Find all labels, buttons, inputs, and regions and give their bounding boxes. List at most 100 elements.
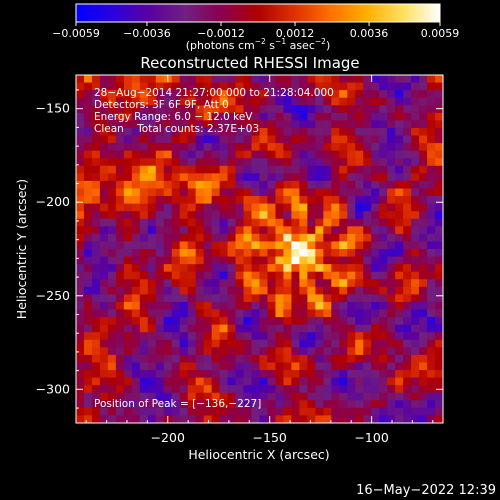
heatmap-cell [163,256,173,265]
heatmap-cell [379,135,388,144]
heatmap-cell [371,180,380,189]
heatmap-cell [403,279,412,288]
heatmap-cell [76,241,85,250]
heatmap-cell [107,347,117,356]
heatmap-cell [371,211,380,220]
heatmap-cell [83,407,93,416]
heatmap-cell [419,286,428,295]
heatmap-cell [179,105,189,114]
heatmap-cell [243,233,252,242]
heatmap-cell [419,332,428,341]
heatmap-cell [283,188,292,197]
heatmap-cell [107,286,117,295]
heatmap-cell [427,233,436,242]
heatmap-cell [403,400,412,409]
heatmap-cell [155,324,165,333]
heatmap-cell [219,362,228,371]
heatmap-cell [339,392,348,401]
heatmap-cell [379,233,388,242]
heatmap-cell [91,324,101,333]
heatmap-cell [371,226,380,235]
heatmap-cell [355,332,364,341]
heatmap-cell [91,188,101,197]
heatmap-cell [275,294,284,303]
heatmap-cell [123,407,133,416]
heatmap-cell [147,301,157,310]
heatmap-cell [219,226,228,235]
heatmap-cell [99,415,109,423]
heatmap-cell [315,249,324,257]
heatmap-cell [267,180,276,189]
heatmap-cell [379,112,388,121]
heatmap-cell [275,211,284,220]
heatmap-cell [131,203,141,212]
heatmap-cell [83,286,93,295]
heatmap-cell [371,339,380,348]
heatmap-cell [339,165,348,174]
heatmap-cell [259,120,268,129]
heatmap-cell [323,211,332,220]
heatmap-cell [299,127,308,136]
heatmap-cell [147,264,157,273]
heatmap-cell [163,105,173,114]
heatmap-cell [371,150,380,159]
heatmap-cell [283,286,292,295]
heatmap-cell [91,400,101,409]
heatmap-cell [307,105,316,114]
heatmap-cell [219,135,228,144]
heatmap-cell [267,135,276,144]
heatmap-cell [275,112,284,121]
heatmap-cell [363,97,372,106]
heatmap-cell [211,127,221,136]
heatmap-cell [203,203,213,212]
heatmap-cell [387,75,396,83]
heatmap-cell [171,218,181,227]
heatmap-cell [259,324,268,333]
heatmap-cell [323,377,332,386]
heatmap-cell [155,218,165,227]
heatmap-cell [139,105,149,114]
heatmap-cell [387,400,396,409]
heatmap-cell [131,158,141,167]
heatmap-cell [187,150,197,159]
heatmap-cell [139,90,149,99]
heatmap-cell [323,385,332,394]
heatmap-cell [227,188,236,197]
heatmap-cell [123,339,133,348]
heatmap-cell [179,370,189,379]
heatmap-cell [139,150,149,159]
heatmap-cell [99,407,109,416]
heatmap-cell [355,279,364,288]
heatmap-cell [283,347,292,356]
heatmap-cell [355,415,364,423]
heatmap-cell [99,82,109,91]
heatmap-cell [387,286,396,295]
heatmap-cell [91,241,101,250]
heatmap-cell [147,75,157,83]
heatmap-cell [203,407,213,416]
heatmap-cell [379,150,388,159]
heatmap-cell [243,279,252,288]
heatmap-cell [291,370,300,379]
heatmap-cell [115,347,125,356]
heatmap-cell [187,188,197,197]
heatmap-cell [259,332,268,341]
heatmap-cell [315,286,324,295]
heatmap-cell [131,249,141,257]
heatmap-cell [227,82,236,91]
heatmap-cell [251,271,260,280]
heatmap-cell [275,415,284,423]
heatmap-cell [331,339,340,348]
heatmap-cell [163,317,173,326]
heatmap-cell [259,286,268,295]
heatmap-cell [419,150,428,159]
heatmap-cell [115,241,125,250]
heatmap-cell [363,75,372,83]
heatmap-cell [243,97,252,106]
heatmap-cell [211,90,221,99]
heatmap-cell [363,294,372,303]
heatmap-cell [307,339,316,348]
heatmap-cell [267,407,276,416]
heatmap-cell [435,362,443,371]
heatmap-cell [147,415,157,423]
